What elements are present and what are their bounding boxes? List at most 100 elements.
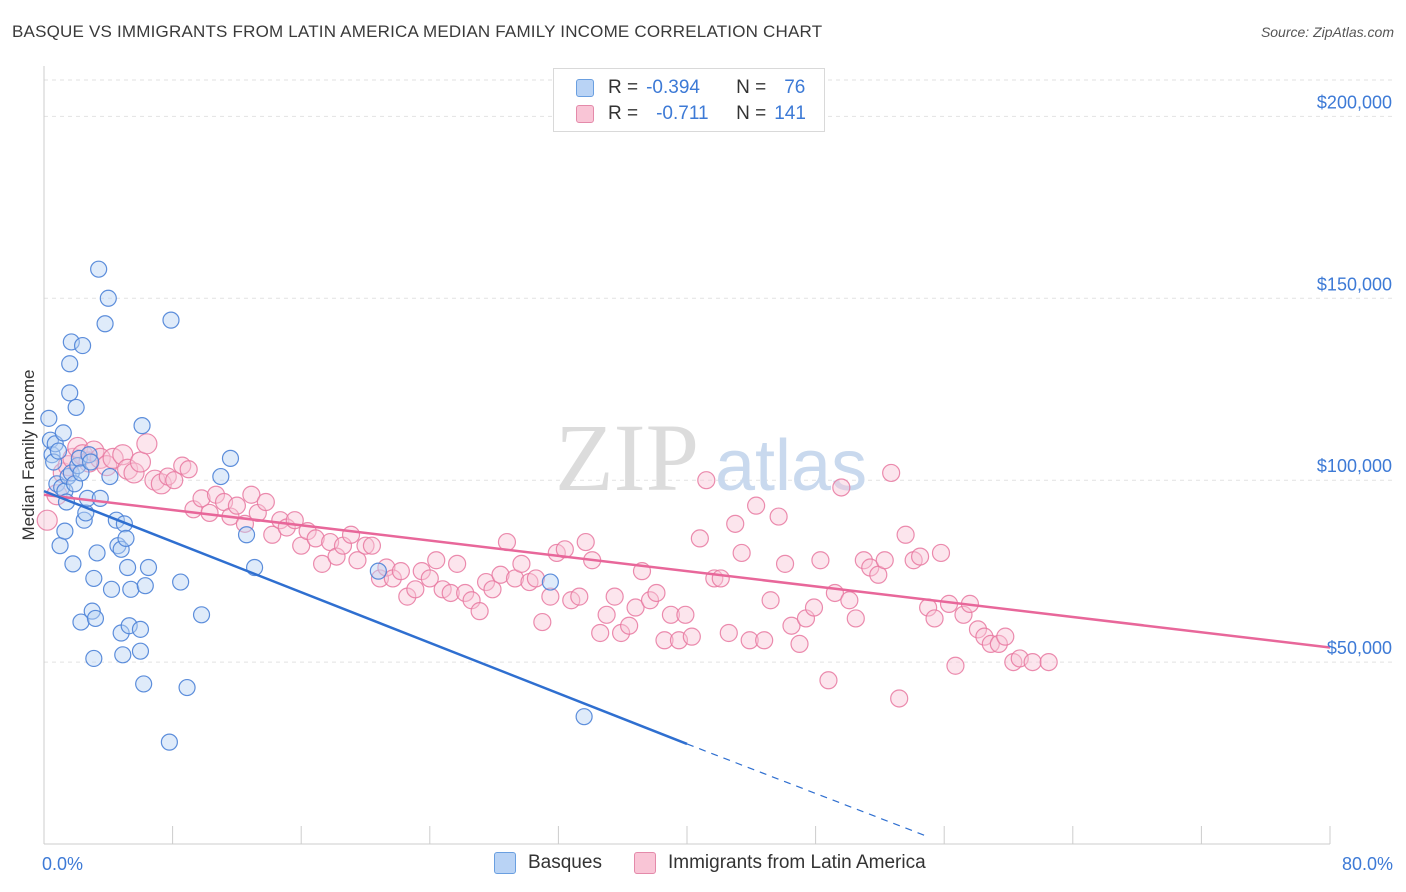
blue-point — [99, 289, 117, 307]
pink-point — [832, 478, 851, 497]
pink-point — [597, 605, 616, 624]
pink-point — [512, 554, 531, 573]
pink-point — [620, 616, 639, 635]
pink-point — [840, 591, 859, 610]
blue-point — [96, 315, 114, 333]
blue-point — [369, 562, 387, 580]
pink-point — [448, 554, 467, 573]
pink-point — [1039, 652, 1058, 672]
blue-point — [65, 475, 84, 493]
pink-point — [968, 620, 988, 639]
y-tick-label: $150,000 — [1317, 274, 1392, 294]
blue-point — [136, 577, 154, 595]
blue-point — [133, 417, 151, 435]
pink-point — [263, 525, 282, 544]
blue-point — [139, 558, 158, 577]
pink-point — [719, 623, 738, 643]
pink-point — [420, 569, 439, 588]
legend-pink-r-label: R = — [608, 103, 639, 124]
pink-point — [975, 627, 994, 646]
bottom-legend-swatch-blue — [494, 852, 516, 874]
pink-point — [136, 433, 158, 455]
blue-series-points — [40, 260, 593, 751]
blue-point — [51, 537, 69, 555]
blue-point — [114, 646, 132, 664]
blue-point — [85, 569, 103, 588]
blue-point — [61, 384, 79, 402]
pink-point — [406, 580, 425, 599]
pink-point — [890, 689, 909, 708]
pink-point — [910, 547, 930, 566]
pink-point — [740, 631, 759, 650]
pink-point — [605, 587, 624, 606]
bottom-legend-swatch-pink — [634, 852, 656, 874]
chart-title: BASQUE VS IMMIGRANTS FROM LATIN AMERICA … — [12, 22, 823, 41]
pink-point — [533, 612, 552, 632]
pink-point — [36, 509, 58, 531]
pink-point — [690, 529, 709, 548]
y-axis-label: Median Family Income — [19, 369, 38, 540]
blue-point — [90, 260, 108, 278]
blue-point — [45, 453, 63, 471]
legend: R = -0.394 N = 76 R = -0.711 N = 141 — [553, 68, 825, 132]
x-tick-label-min: 0.0% — [42, 854, 83, 874]
watermark-zip: ZIP — [555, 404, 699, 511]
blue-point — [162, 311, 180, 329]
pink-point — [775, 554, 795, 573]
pink-point — [427, 551, 446, 570]
pink-point — [931, 543, 951, 563]
legend-blue-r-label: R = — [608, 77, 639, 98]
blue-point — [61, 355, 79, 373]
legend-blue-n-value: 76 — [784, 77, 806, 98]
pink-point — [129, 451, 152, 473]
legend-pink-n-value: 141 — [774, 103, 806, 124]
pink-point — [875, 551, 894, 570]
blue-point — [575, 708, 593, 726]
pink-point — [192, 489, 211, 508]
blue-trend-extension — [686, 743, 929, 838]
pink-point — [356, 536, 375, 555]
bottom-legend-label-blue: Basques — [528, 852, 602, 873]
pink-point — [640, 591, 660, 610]
pink-point — [123, 462, 145, 484]
legend-swatch-pink — [576, 105, 594, 123]
legend-blue-n-label: N = — [736, 77, 767, 98]
pink-point — [116, 458, 139, 480]
pink-point — [227, 496, 246, 515]
pink-point — [242, 485, 261, 504]
blue-point — [212, 467, 230, 486]
blue-point — [131, 620, 150, 638]
pink-point — [676, 605, 695, 624]
pink-point — [726, 514, 745, 533]
blue-point — [56, 522, 74, 540]
pink-point — [1023, 652, 1042, 672]
blue-point — [117, 529, 135, 548]
blue-point — [118, 558, 137, 577]
y-tick-label: $100,000 — [1317, 456, 1392, 476]
pink-point — [682, 627, 701, 646]
source-note: Source: ZipAtlas.com — [1260, 24, 1394, 40]
pink-point — [476, 572, 496, 592]
blue-point — [102, 580, 121, 598]
pink-point — [854, 551, 873, 570]
blue-point — [192, 606, 211, 624]
pink-point — [989, 634, 1008, 654]
pink-point — [526, 569, 545, 588]
pink-point — [925, 609, 944, 628]
pink-point — [790, 634, 809, 654]
pink-point — [341, 525, 361, 544]
pink-point — [591, 623, 610, 643]
pink-point — [491, 565, 510, 584]
pink-point — [755, 631, 774, 650]
bottom-legend-basques: Basques — [494, 852, 602, 874]
bottom-legend: Basques Immigrants from Latin America — [0, 852, 1406, 878]
legend-pink-n-label: N = — [736, 103, 767, 124]
y-tick-label: $200,000 — [1317, 92, 1392, 112]
pink-point — [441, 583, 460, 603]
tick-labels: $50,000 $100,000 $150,000 $200,000 0.0% 80.0% — [42, 92, 1393, 874]
pink-point — [362, 536, 382, 555]
pink-point — [946, 656, 965, 675]
blue-point — [160, 733, 178, 751]
blue-point — [131, 642, 150, 660]
